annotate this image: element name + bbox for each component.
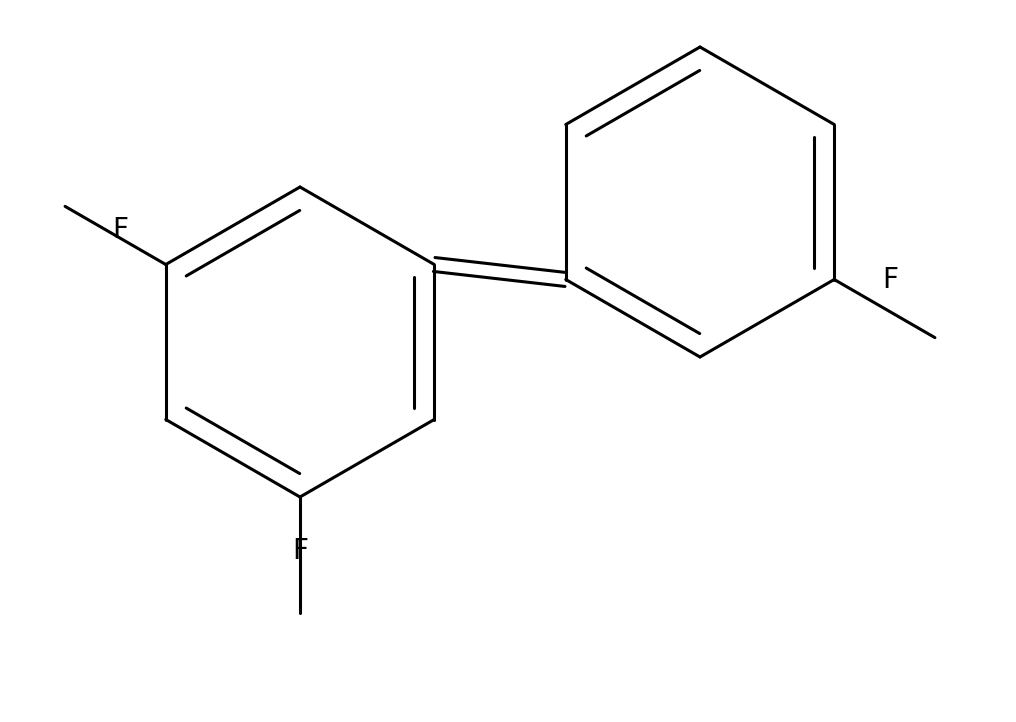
Text: F: F xyxy=(292,537,308,565)
Text: F: F xyxy=(112,216,128,244)
Text: F: F xyxy=(882,266,898,294)
